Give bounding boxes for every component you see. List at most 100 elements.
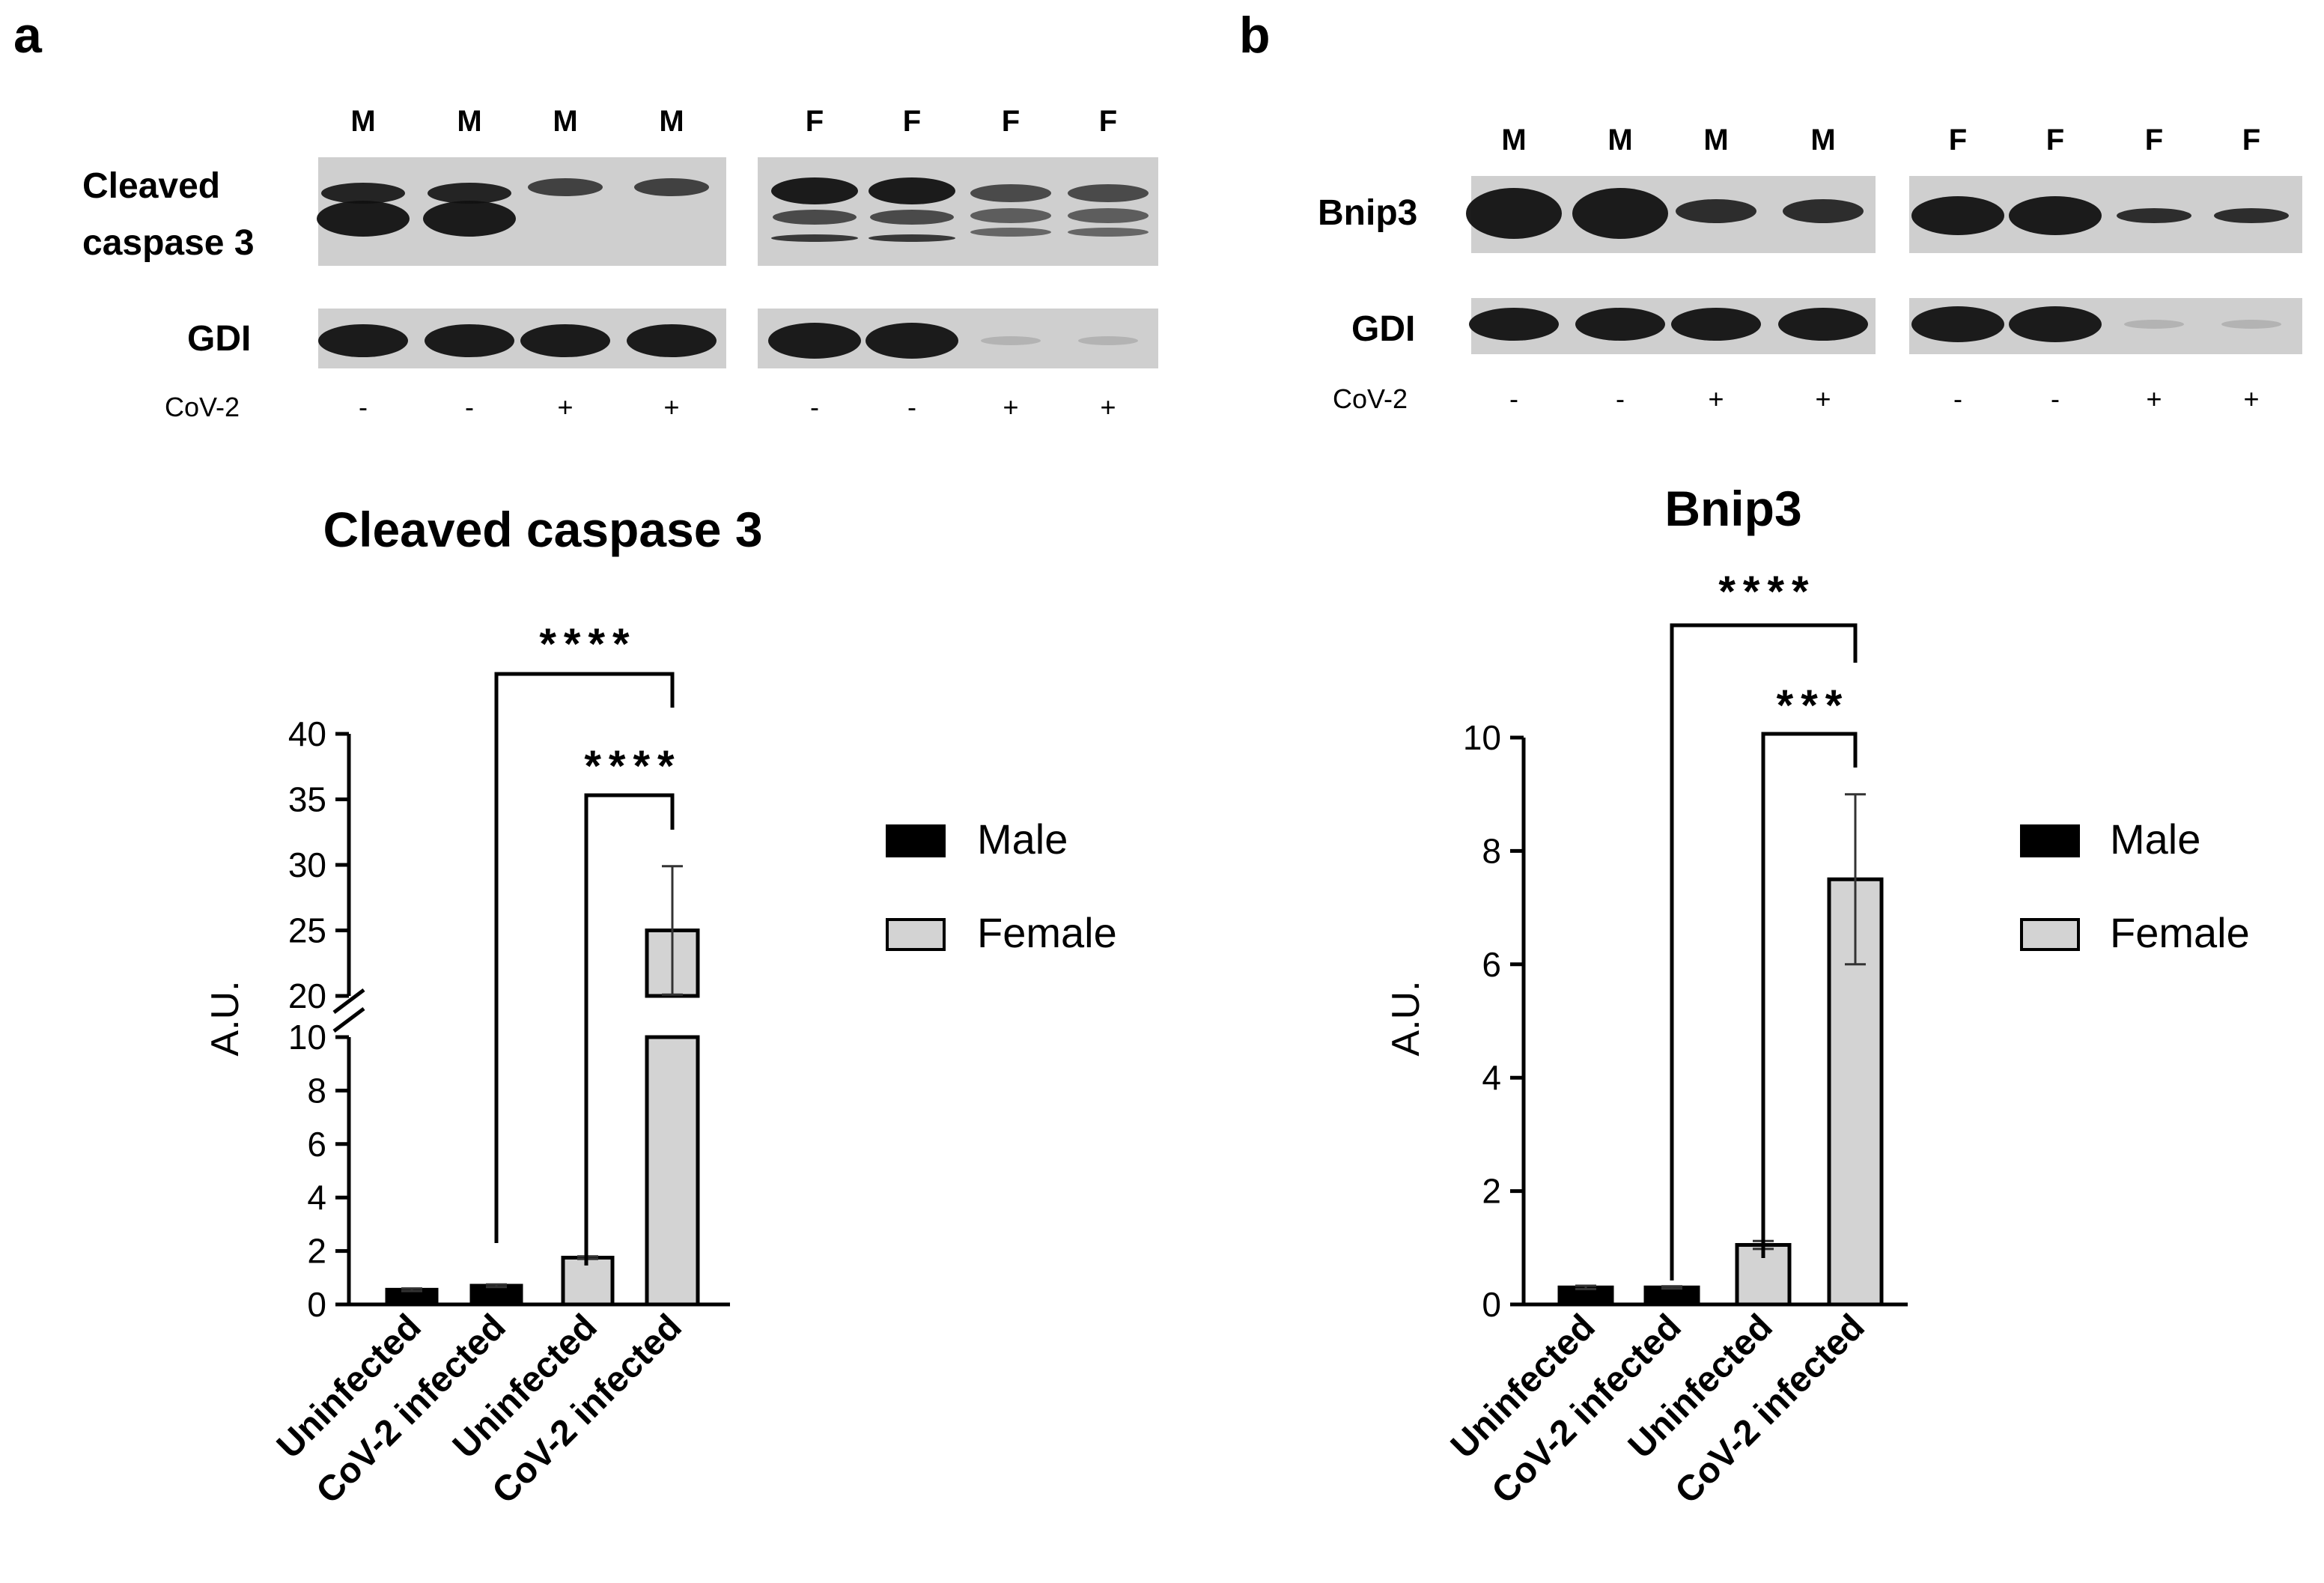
blot-band <box>1068 208 1149 223</box>
lane-label: F <box>806 105 824 138</box>
blot-band <box>771 234 858 242</box>
cov-sign: + <box>663 392 679 422</box>
y-tick-label: 4 <box>1482 1058 1501 1097</box>
y-tick-label: 8 <box>1482 831 1501 870</box>
blot-band <box>1078 336 1138 345</box>
blot-band <box>318 324 408 357</box>
blot-band <box>970 228 1051 237</box>
significance-bracket <box>494 672 675 1243</box>
significance-label: **** <box>539 620 636 669</box>
blot-band <box>869 234 955 242</box>
cov-sign: - <box>907 392 916 422</box>
cov-sign: + <box>557 392 573 422</box>
legend-a-male-swatch <box>886 824 946 857</box>
legend-a: Male Female <box>886 815 1117 956</box>
panel-b-label: b <box>1239 7 1271 64</box>
significance-label: **** <box>584 742 681 791</box>
blot-band <box>771 177 858 204</box>
significance-label: *** <box>1777 681 1850 730</box>
y-tick-label: 20 <box>288 976 326 1015</box>
cov-sign: + <box>1815 383 1831 414</box>
blot-band <box>634 178 709 196</box>
blot-band <box>2124 320 2184 329</box>
cov-sign: + <box>1003 392 1018 422</box>
axis-break-mark <box>332 988 365 1014</box>
lane-label: M <box>350 105 375 138</box>
blot-band <box>1068 184 1149 202</box>
cov-sign: - <box>1953 383 1962 414</box>
blot-band <box>773 210 857 225</box>
legend-b-male-swatch <box>2020 824 2080 857</box>
blot-band <box>428 183 511 204</box>
blot-band <box>520 324 610 357</box>
legend-a-male-label: Male <box>977 815 1068 863</box>
bar-lower-segment <box>645 1035 700 1307</box>
chart-b-title: Bnip3 <box>1664 481 1801 536</box>
y-tick-label: 25 <box>288 911 326 950</box>
y-tick-label: 0 <box>1482 1285 1501 1324</box>
blot-band <box>425 324 514 357</box>
blot-b: Bnip3 GDI CoV-2 M M M M F F F F - - + + - - + + <box>1318 124 2302 414</box>
blot-b-target-label: Bnip3 <box>1318 193 1417 233</box>
blot-band <box>1911 196 2004 235</box>
blot-band <box>1778 308 1868 341</box>
y-tick-label: 35 <box>288 780 326 819</box>
lane-label: M <box>1607 124 1632 157</box>
blot-band <box>2214 208 2289 223</box>
blot-b-cov-label: CoV-2 <box>1333 383 1408 414</box>
blot-a-cov-label: CoV-2 <box>165 392 240 422</box>
blot-band <box>866 323 958 359</box>
cov-sign: - <box>810 392 819 422</box>
blot-a-loading-label: GDI <box>187 319 251 359</box>
blot-a-target-label-line2: caspase 3 <box>82 223 255 263</box>
y-tick-label: 30 <box>288 845 326 884</box>
cov-sign: + <box>1100 392 1116 422</box>
legend-b-male-label: Male <box>2110 815 2200 863</box>
blot-band <box>1783 199 1864 223</box>
blot-band <box>970 184 1051 202</box>
lane-label: F <box>2046 124 2064 157</box>
blot-band <box>870 210 954 225</box>
blot-band <box>1911 306 2004 342</box>
blot-a: Cleaved caspase 3 GDI CoV-2 M M M M F F F F - - +… <box>82 105 1158 422</box>
panel-a-label: a <box>13 7 43 64</box>
blot-band <box>321 183 405 204</box>
lane-label: M <box>1501 124 1526 157</box>
y-tick-label: 10 <box>1463 718 1501 757</box>
blot-band <box>1469 308 1559 341</box>
blot-band <box>2117 208 2191 223</box>
lane-label: F <box>1002 105 1020 138</box>
lane-label: F <box>903 105 921 138</box>
lane-label: M <box>457 105 481 138</box>
blot-band <box>317 201 410 237</box>
cov-sign: - <box>359 392 368 422</box>
bar <box>469 1283 523 1307</box>
blot-b-loading-label: GDI <box>1351 309 1415 349</box>
lane-label: F <box>2145 124 2163 157</box>
y-tick-label: 6 <box>1482 945 1501 984</box>
y-tick-label: 0 <box>307 1285 326 1324</box>
significance-bracket <box>1761 732 1858 1258</box>
blot-band <box>1575 308 1665 341</box>
cov-sign: + <box>1708 383 1724 414</box>
axis-break-mark <box>332 1007 365 1033</box>
blot-band <box>2009 196 2102 235</box>
y-tick-label: 10 <box>288 1018 326 1057</box>
blot-band <box>1068 228 1149 237</box>
significance-bracket <box>1670 623 1858 1280</box>
lane-label: M <box>553 105 577 138</box>
blot-band <box>1671 308 1761 341</box>
legend-a-female-label: Female <box>977 909 1117 956</box>
cov-sign: + <box>2146 383 2162 414</box>
y-tick-label: 8 <box>307 1071 326 1110</box>
lane-label: F <box>1949 124 1967 157</box>
legend-b: Male Female <box>2020 815 2250 956</box>
chart-a-y-label: A.U. <box>204 980 247 1056</box>
blot-band <box>2009 306 2102 342</box>
significance-bracket <box>584 793 675 1266</box>
legend-b-female-label: Female <box>2110 909 2250 956</box>
blot-a-target-label-line1: Cleaved <box>82 166 220 206</box>
